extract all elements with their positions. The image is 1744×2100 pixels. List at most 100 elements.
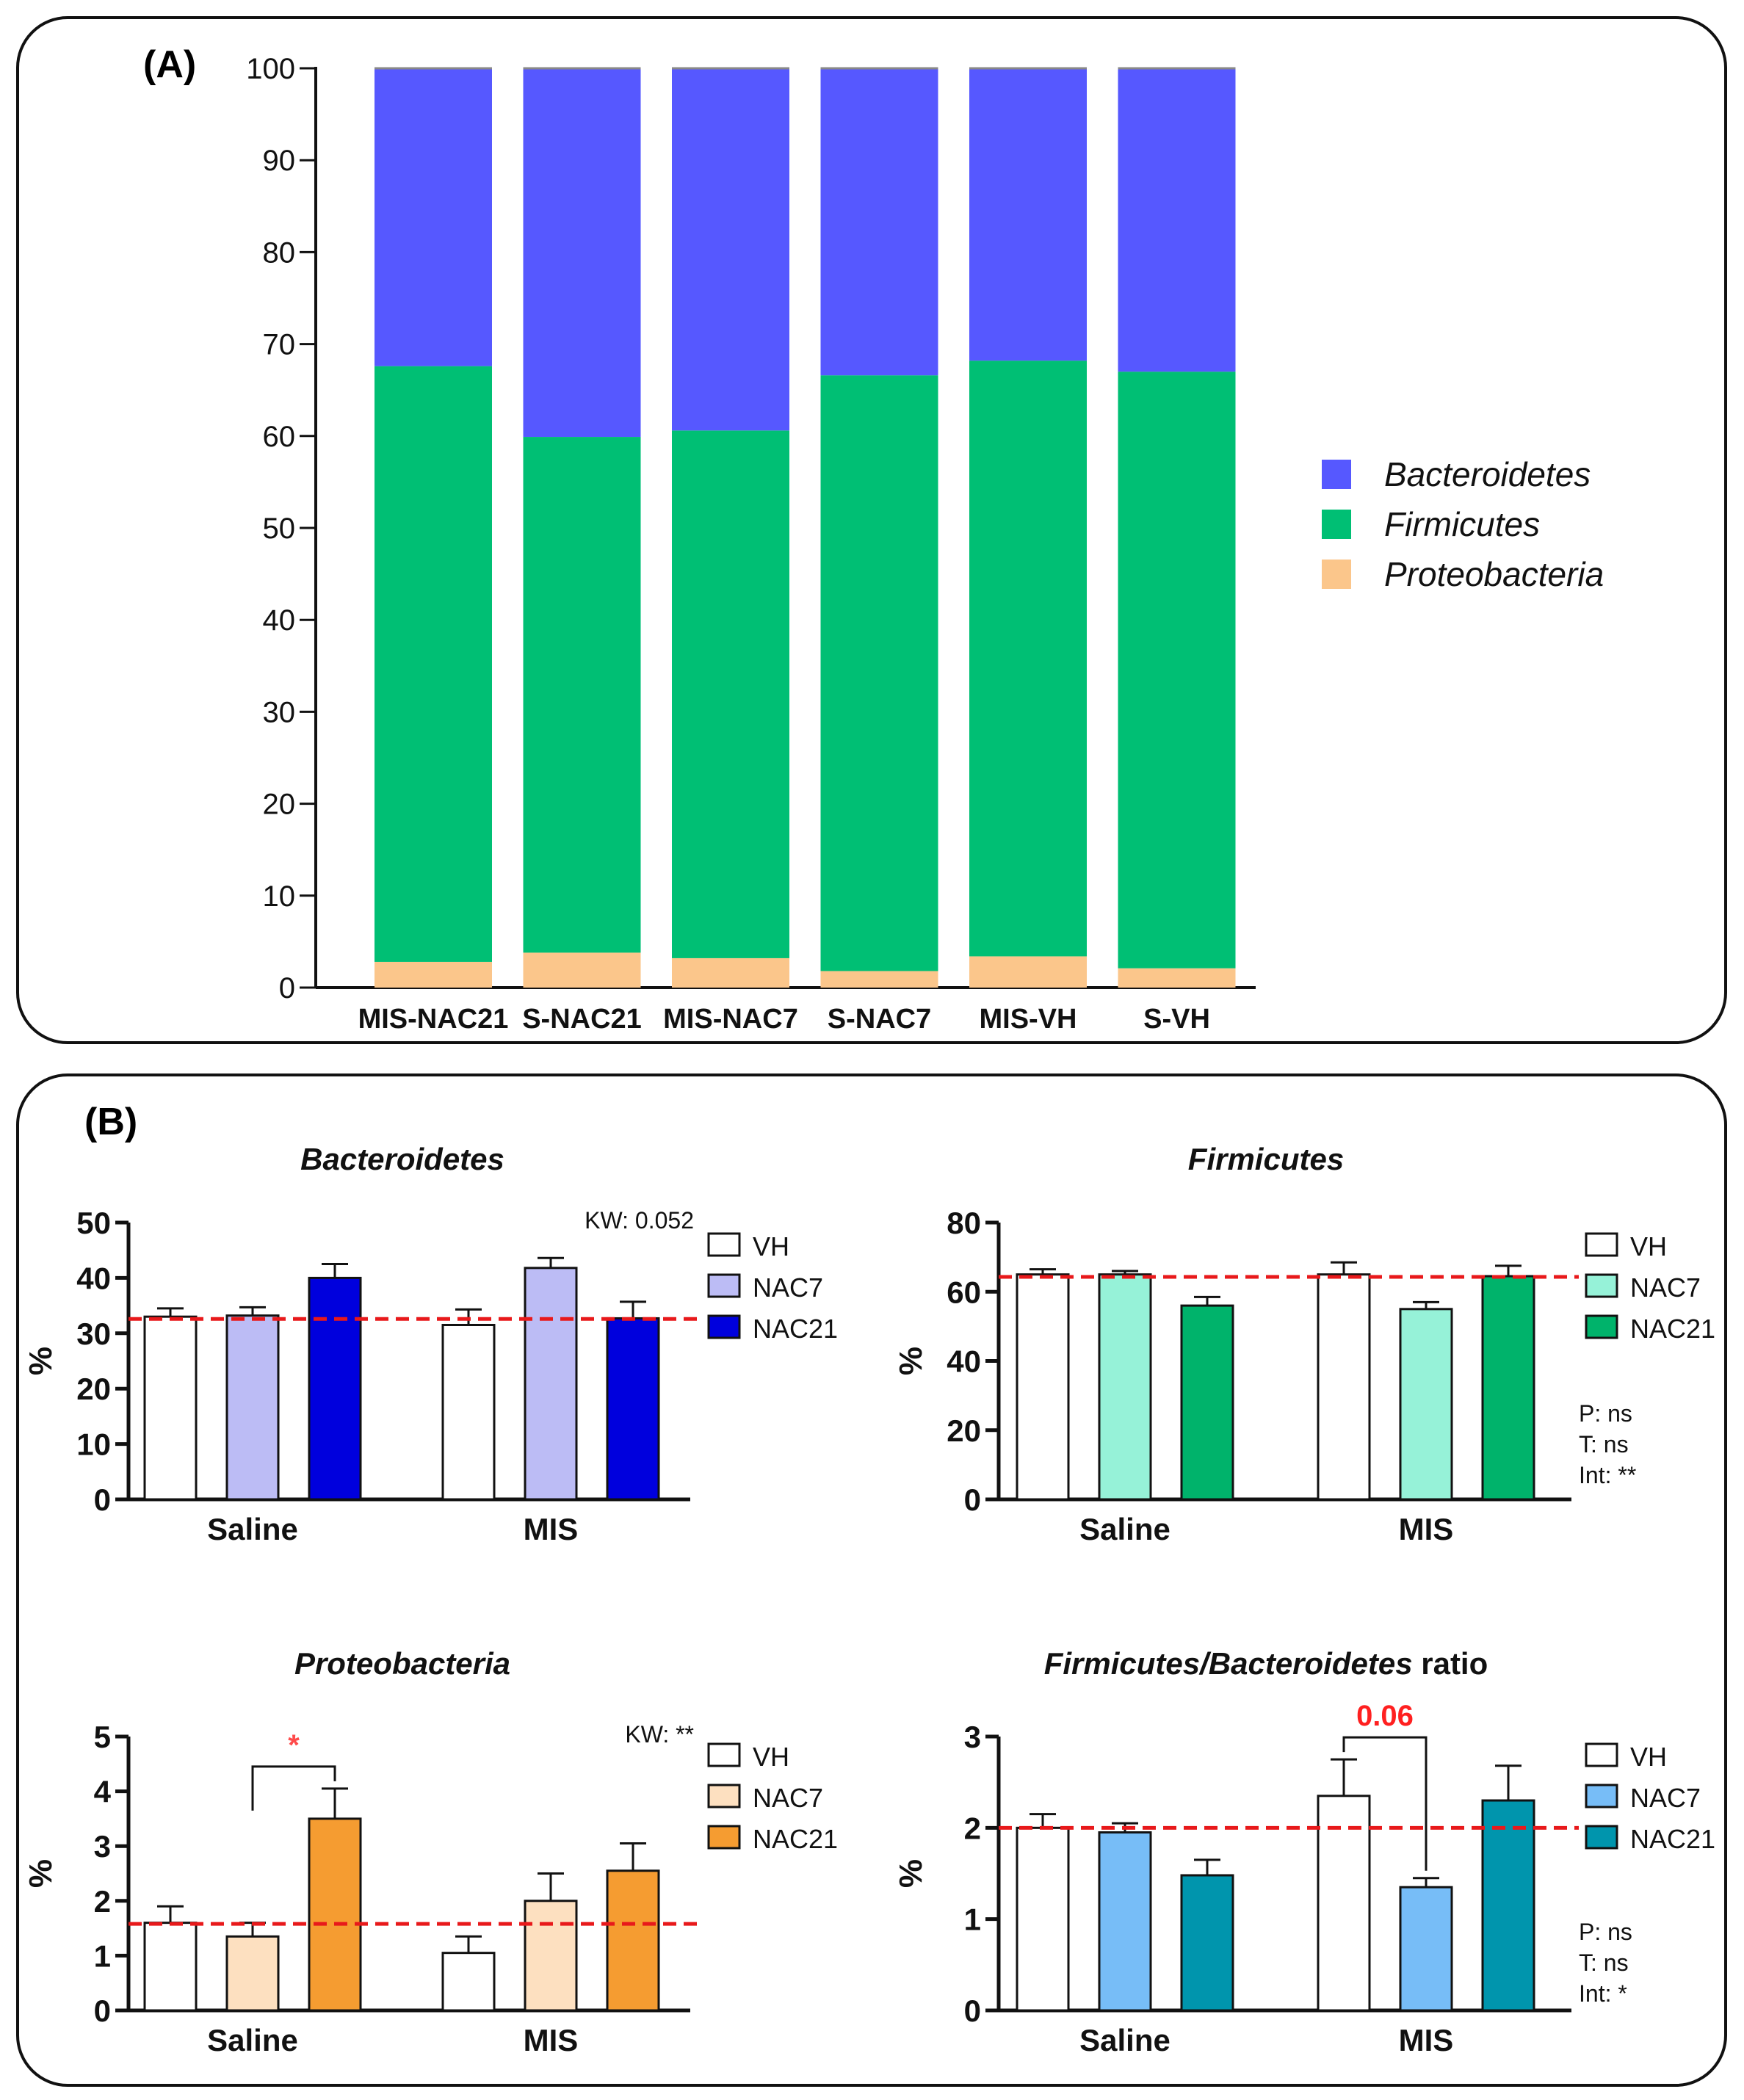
legend-swatch-proteobacteria	[1322, 560, 1351, 589]
legend-label-nac7: NAC7	[753, 1272, 823, 1303]
legend-swatch-nac21	[707, 1314, 741, 1339]
y-tick-label: 0	[964, 1994, 981, 2028]
chart-title-italic: Firmicutes/Bacteroidetes	[1044, 1646, 1413, 1681]
fb-ratio-chart: Firmicutes/Bacteroidetes ratio 0 1 2 3% Salin…	[893, 1646, 1715, 2057]
significance-bracket	[1342, 1736, 1428, 1871]
bar-segment-bacteroidetes-mis-vh	[969, 68, 1087, 361]
legend-label-vh: VH	[753, 1742, 789, 1772]
chart-title: Proteobacteria	[294, 1646, 510, 1681]
y-tick-label: 80	[263, 236, 296, 269]
y-tick-label: 40	[263, 604, 296, 637]
x-tick-label-mis: MIS	[524, 2023, 579, 2057]
bar-nac7-mis	[1399, 1886, 1453, 2012]
x-tick-label-mis: MIS	[1399, 1512, 1454, 1546]
bar-nac7-mis	[1399, 1308, 1453, 1501]
y-tick-label: 3	[94, 1829, 111, 1864]
legend-swatch-nac7	[1585, 1273, 1618, 1298]
x-tick-label-saline: Saline	[1079, 2023, 1170, 2057]
stats-text: T: ns	[1579, 1949, 1629, 1976]
legend-swatch-nac7	[1585, 1784, 1618, 1808]
bar-segment-proteobacteria-mis-nac7	[672, 957, 789, 988]
y-tick-label: 90	[263, 145, 296, 177]
y-tick-label: 50	[76, 1206, 111, 1240]
y-axis-label: %	[893, 1347, 929, 1375]
stats-text: Int: *	[1579, 1980, 1627, 2007]
y-tick-label: 4	[94, 1775, 112, 1809]
chart-title: Firmicutes/Bacteroidetes ratio	[1044, 1646, 1488, 1681]
stats-text: KW: **	[625, 1721, 694, 1748]
y-tick-label: 100	[246, 53, 295, 85]
bar-nac21-mis	[606, 1869, 660, 2012]
y-tick-label: 70	[263, 329, 296, 361]
legend-label-nac7: NAC7	[753, 1783, 823, 1813]
bar-vh-saline	[1016, 1826, 1070, 2012]
bar-segment-firmicutes-mis-vh	[969, 361, 1087, 957]
stats-text: T: ns	[1579, 1431, 1629, 1458]
x-tick-label-saline: Saline	[207, 2023, 298, 2057]
significance-bracket	[251, 1765, 336, 1811]
bar-nac21-saline	[1180, 1304, 1234, 1501]
y-axis-label: %	[893, 1859, 929, 1888]
bar-nac21-saline	[1180, 1874, 1234, 2012]
bar-nac7-mis	[524, 1900, 578, 2012]
y-tick-label: 80	[947, 1206, 981, 1240]
x-tick-label: S-VH	[1143, 1004, 1210, 1035]
y-tick-label: 10	[76, 1427, 111, 1462]
legend-swatch-vh	[707, 1232, 741, 1257]
bar-vh-saline	[143, 1922, 198, 2012]
significance-label: *	[288, 1729, 300, 1762]
x-tick-label: MIS-NAC21	[358, 1004, 509, 1035]
bar-segment-proteobacteria-mis-vh	[969, 956, 1087, 988]
bar-nac21-saline	[308, 1817, 362, 2012]
y-tick-label: 40	[76, 1261, 111, 1295]
legend-swatch-vh	[1585, 1742, 1618, 1767]
bar-nac21-mis	[1481, 1275, 1535, 1501]
panel-b-label: (B)	[84, 1101, 137, 1143]
y-tick-label: 30	[76, 1317, 111, 1351]
y-tick-label: 1	[964, 1902, 981, 1937]
stats-text: Int: **	[1579, 1462, 1636, 1488]
x-tick-label: S-NAC7	[828, 1004, 931, 1035]
bar-vh-saline	[1016, 1273, 1070, 1501]
chart-title-plain: ratio	[1413, 1646, 1488, 1681]
firmicutes-chart: Firmicutes 0 20 40 60 80% Saline MIS VH NAC7 NAC21…	[893, 1142, 1715, 1546]
significance-label: 0.06	[1356, 1700, 1414, 1732]
legend-label-vh: VH	[753, 1231, 789, 1261]
x-tick-label-saline: Saline	[1079, 1512, 1170, 1546]
y-tick-label: 20	[76, 1372, 111, 1406]
x-tick-label: MIS-VH	[980, 1004, 1077, 1035]
legend-label-firmicutes: Firmicutes	[1384, 505, 1540, 543]
y-tick-label: 3	[964, 1720, 981, 1754]
y-tick-label: 10	[263, 880, 296, 913]
proteobacteria-chart: Proteobacteria 0 1 2 3 4 5% Saline MIS * VH NAC7 NAC…	[23, 1646, 838, 2057]
bar-segment-bacteroidetes-mis-nac7	[672, 68, 789, 431]
bar-segment-firmicutes-s-nac7	[820, 375, 938, 971]
chart-title: Bacteroidetes	[300, 1142, 504, 1176]
stacked-bar-chart: 0 10 20 30 40 50 60 70 80 90 100 MIS-NAC21 S-NAC21 MI…	[246, 53, 1604, 1035]
bar-segment-proteobacteria-mis-nac21	[375, 961, 492, 988]
legend-label-bacteroidetes: Bacteroidetes	[1384, 455, 1591, 493]
bar-nac7-saline	[1098, 1831, 1152, 2012]
y-axis-label: %	[23, 1347, 59, 1375]
y-axis-label: %	[23, 1859, 59, 1888]
x-tick-label: S-NAC21	[522, 1004, 642, 1035]
y-tick-label: 0	[279, 972, 295, 1004]
bar-segment-bacteroidetes-s-nac7	[820, 68, 938, 376]
bar-nac7-saline	[1098, 1273, 1152, 1501]
y-tick-label: 2	[964, 1811, 981, 1845]
bar-segment-proteobacteria-s-nac7	[820, 971, 938, 988]
legend-swatch-nac21	[1585, 1825, 1618, 1850]
bar-segment-bacteroidetes-mis-nac21	[375, 68, 492, 366]
bar-vh-saline	[143, 1315, 198, 1501]
bar-segment-firmicutes-mis-nac21	[375, 366, 492, 962]
y-tick-label: 60	[263, 421, 296, 453]
y-tick-label: 20	[947, 1413, 981, 1448]
legend-label-nac21: NAC21	[1630, 1824, 1715, 1854]
x-tick-label-saline: Saline	[207, 1512, 298, 1546]
y-tick-label: 40	[947, 1344, 981, 1379]
bar-nac7-mis	[524, 1267, 578, 1501]
legend-label-nac21: NAC21	[753, 1824, 838, 1854]
bar-segment-bacteroidetes-s-vh	[1118, 68, 1236, 372]
bar-segment-firmicutes-s-nac21	[523, 437, 641, 953]
